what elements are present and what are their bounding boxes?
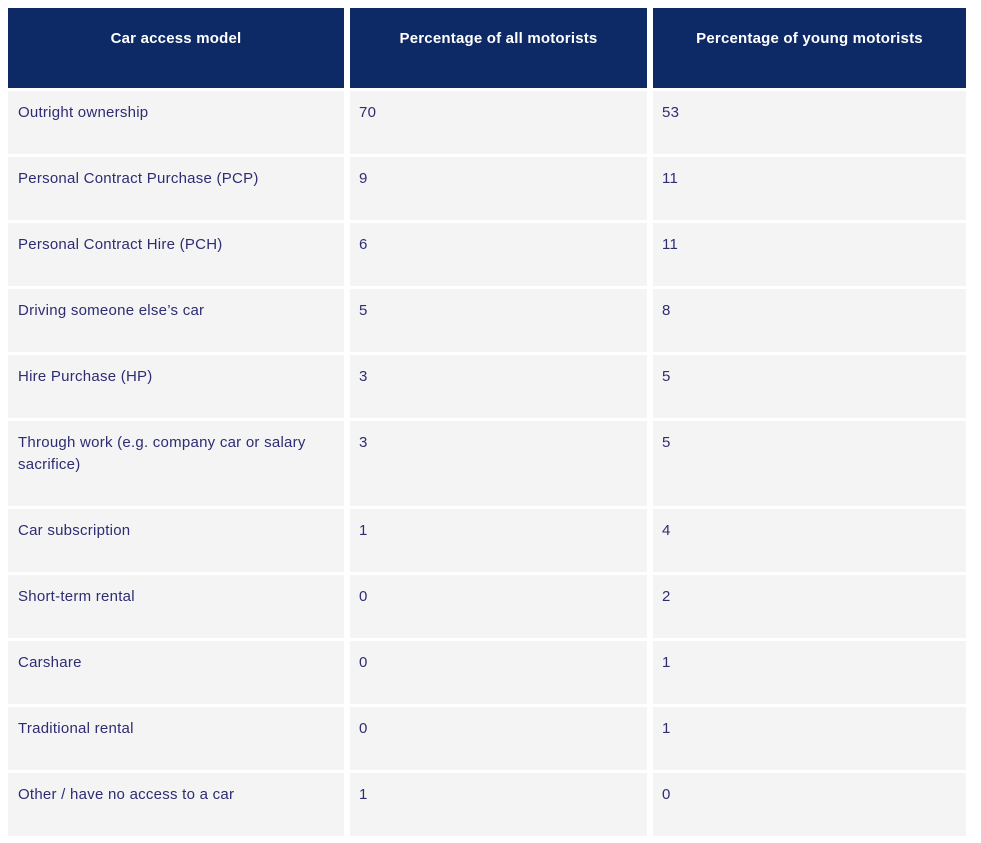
car-access-table: Car access model Percentage of all motor… xyxy=(8,8,966,836)
cell-pct-all: 5 xyxy=(350,289,647,352)
column-header-car-access-model: Car access model xyxy=(8,8,344,88)
cell-pct-all: 0 xyxy=(350,707,647,770)
column-header-pct-all-motorists: Percentage of all motorists xyxy=(350,8,647,88)
cell-pct-young: 0 xyxy=(653,773,966,836)
cell-model: Driving someone else’s car xyxy=(8,289,344,352)
cell-pct-young: 8 xyxy=(653,289,966,352)
cell-model: Through work (e.g. company car or salary… xyxy=(8,421,344,506)
cell-pct-all: 1 xyxy=(350,509,647,572)
cell-model: Outright ownership xyxy=(8,91,344,154)
cell-model: Other / have no access to a car xyxy=(8,773,344,836)
cell-model: Traditional rental xyxy=(8,707,344,770)
cell-pct-young: 1 xyxy=(653,707,966,770)
cell-pct-all: 1 xyxy=(350,773,647,836)
cell-pct-all: 0 xyxy=(350,641,647,704)
cell-pct-young: 5 xyxy=(653,355,966,418)
cell-pct-all: 0 xyxy=(350,575,647,638)
cell-pct-all: 6 xyxy=(350,223,647,286)
cell-model: Carshare xyxy=(8,641,344,704)
cell-pct-all: 3 xyxy=(350,421,647,506)
cell-pct-young: 2 xyxy=(653,575,966,638)
cell-pct-young: 11 xyxy=(653,157,966,220)
cell-pct-young: 53 xyxy=(653,91,966,154)
cell-model: Personal Contract Hire (PCH) xyxy=(8,223,344,286)
cell-model: Car subscription xyxy=(8,509,344,572)
column-header-pct-young-motorists: Percentage of young motorists xyxy=(653,8,966,88)
cell-pct-young: 11 xyxy=(653,223,966,286)
cell-pct-all: 3 xyxy=(350,355,647,418)
cell-model: Short-term rental xyxy=(8,575,344,638)
cell-pct-young: 5 xyxy=(653,421,966,506)
cell-model: Personal Contract Purchase (PCP) xyxy=(8,157,344,220)
cell-pct-young: 1 xyxy=(653,641,966,704)
cell-pct-all: 9 xyxy=(350,157,647,220)
cell-pct-all: 70 xyxy=(350,91,647,154)
cell-pct-young: 4 xyxy=(653,509,966,572)
cell-model: Hire Purchase (HP) xyxy=(8,355,344,418)
